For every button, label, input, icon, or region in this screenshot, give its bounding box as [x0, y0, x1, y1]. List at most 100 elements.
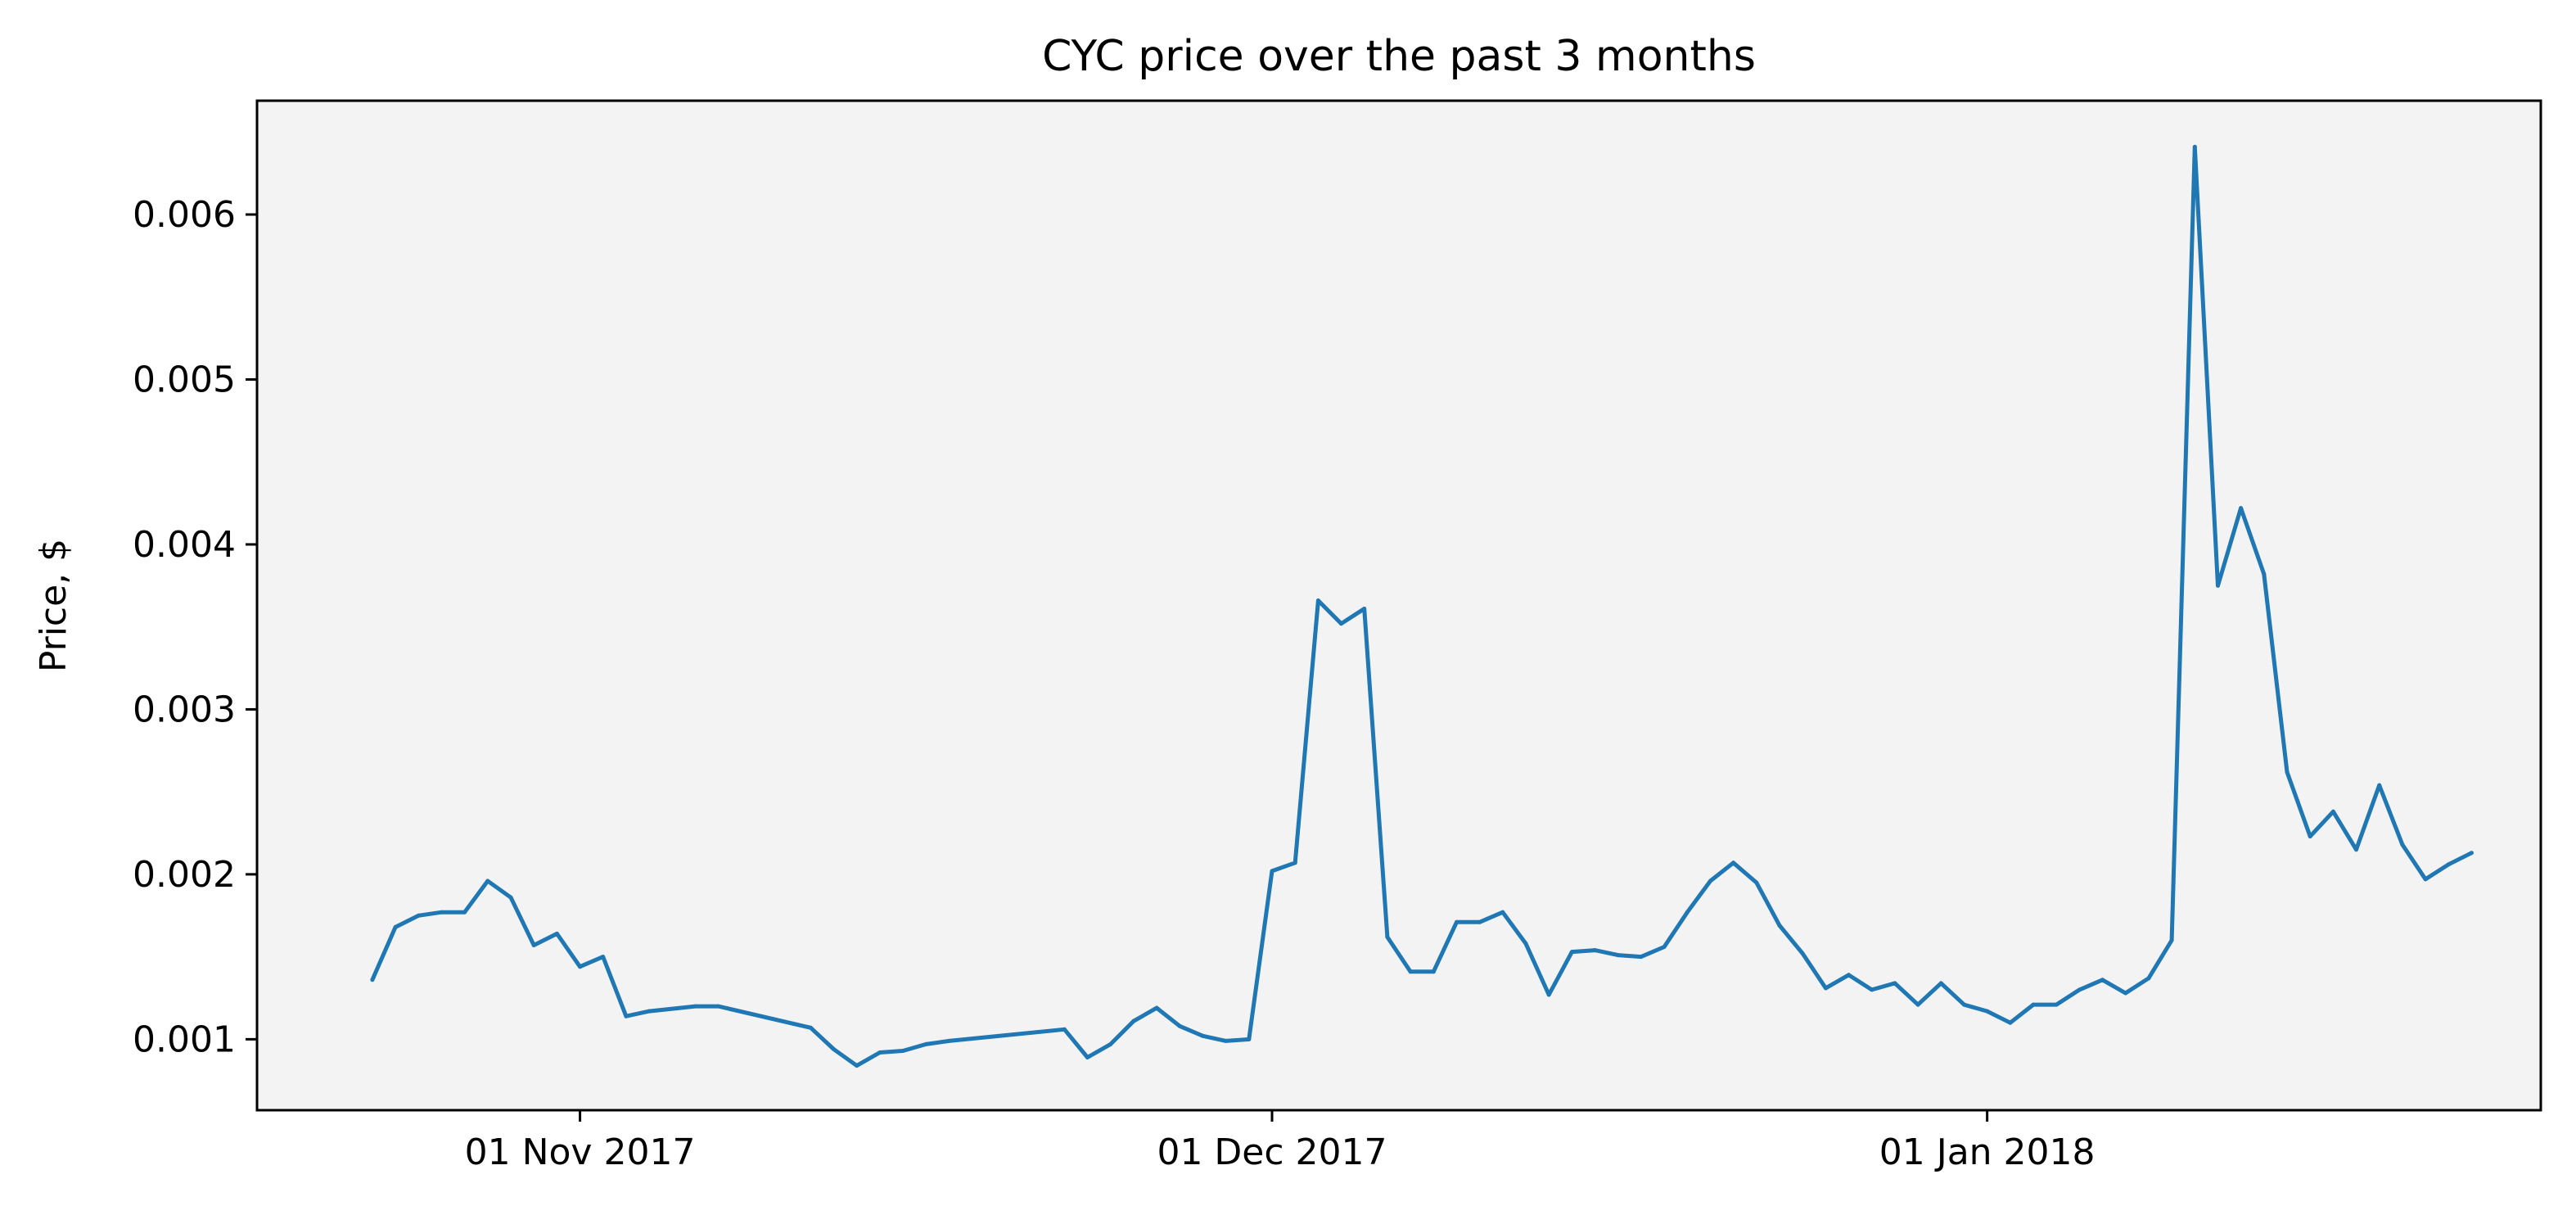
y-tick-label: 0.002 [133, 854, 236, 896]
data-point [2446, 862, 2451, 867]
data-point [1339, 621, 1343, 626]
data-point [1546, 992, 1551, 997]
data-point [1431, 969, 1436, 974]
data-point [716, 1004, 721, 1009]
data-point [1154, 1005, 1159, 1010]
data-point [531, 943, 536, 947]
data-point [947, 1038, 951, 1043]
data-point [1708, 878, 1712, 883]
data-point [578, 964, 582, 969]
data-point [1270, 869, 1274, 874]
data-point [2239, 506, 2244, 511]
data-point [900, 1049, 905, 1053]
data-point [1293, 860, 1297, 865]
data-point [1754, 880, 1759, 885]
x-tick-label: 01 Jan 2018 [1879, 1131, 2096, 1173]
data-point [1847, 973, 1851, 978]
data-point [2169, 938, 2174, 942]
data-point [1962, 1002, 1966, 1007]
data-point [1662, 945, 1667, 949]
data-point [2123, 991, 2128, 996]
data-point [1477, 919, 1482, 924]
y-tick-label: 0.004 [133, 524, 236, 566]
data-point [2008, 1020, 2013, 1025]
data-point [2400, 842, 2405, 847]
data-point [440, 910, 444, 915]
data-point [1731, 860, 1736, 865]
data-point [2216, 583, 2220, 588]
data-point [1247, 1037, 1252, 1041]
y-axis-label: Price, $ [33, 539, 74, 672]
data-point [1177, 1023, 1182, 1028]
data-point [2192, 144, 2197, 149]
x-tick-label: 01 Nov 2017 [465, 1131, 696, 1173]
data-point [855, 1064, 859, 1068]
data-point [1893, 981, 1897, 986]
data-point [2470, 851, 2474, 856]
data-point [370, 978, 375, 982]
data-point [1523, 942, 1528, 946]
y-tick-label: 0.001 [133, 1018, 236, 1060]
data-point [2100, 978, 2105, 982]
data-point [1108, 1041, 1113, 1046]
data-point [1639, 955, 1644, 960]
data-point [601, 955, 606, 960]
data-point [923, 1041, 928, 1046]
data-point [1915, 1002, 1920, 1007]
data-point [508, 895, 513, 900]
data-point [1500, 910, 1505, 915]
data-point [1131, 1018, 1136, 1023]
data-point [832, 1047, 836, 1051]
data-point [1569, 950, 1574, 955]
data-point [1985, 1009, 1990, 1014]
data-point [624, 1014, 629, 1018]
chart-title: CYC price over the past 3 months [1042, 32, 1756, 81]
data-point [2423, 877, 2428, 882]
data-point [2354, 847, 2358, 852]
y-tick-label: 0.006 [133, 194, 236, 236]
data-point [647, 1009, 652, 1014]
data-point [554, 931, 559, 936]
data-point [1201, 1033, 1205, 1038]
data-point [808, 1025, 813, 1030]
data-point [416, 913, 421, 918]
data-point [1593, 948, 1597, 953]
data-point [1938, 981, 1943, 986]
data-point [1870, 987, 1874, 992]
data-point [1408, 969, 1413, 974]
x-tick-label: 01 Dec 2017 [1157, 1131, 1387, 1173]
price-series-line [370, 144, 2473, 1068]
data-point [1062, 1027, 1067, 1032]
plot-area [257, 101, 2541, 1110]
data-point [2054, 1002, 2059, 1007]
data-point [1777, 923, 1782, 928]
data-point [2262, 571, 2267, 576]
data-point [1224, 1038, 1229, 1043]
data-point [1685, 910, 1690, 915]
data-point [462, 910, 467, 915]
y-tick-label: 0.005 [133, 359, 236, 400]
data-point [485, 878, 490, 883]
data-point [2146, 976, 2151, 981]
data-point [393, 924, 398, 929]
data-point [1800, 951, 1805, 956]
data-point [1085, 1055, 1089, 1059]
data-point [2285, 770, 2290, 775]
data-point [2377, 783, 2382, 788]
plot-frame [255, 99, 2542, 1112]
data-point [2031, 1002, 2036, 1007]
data-point [1616, 953, 1621, 958]
y-axis: 0.001 0.002 0.003 0.004 0.005 0.006 [133, 194, 257, 1060]
data-point [1362, 607, 1367, 611]
data-point [2077, 987, 2082, 992]
plot-marks [370, 144, 2474, 1068]
data-point [1823, 986, 1828, 991]
data-point [1455, 919, 1459, 924]
data-point [1385, 935, 1390, 939]
data-point [2330, 809, 2335, 814]
x-axis: 01 Nov 2017 01 Dec 2017 01 Jan 2018 [465, 1110, 2096, 1173]
data-point [693, 1004, 697, 1009]
data-point [2308, 834, 2312, 839]
